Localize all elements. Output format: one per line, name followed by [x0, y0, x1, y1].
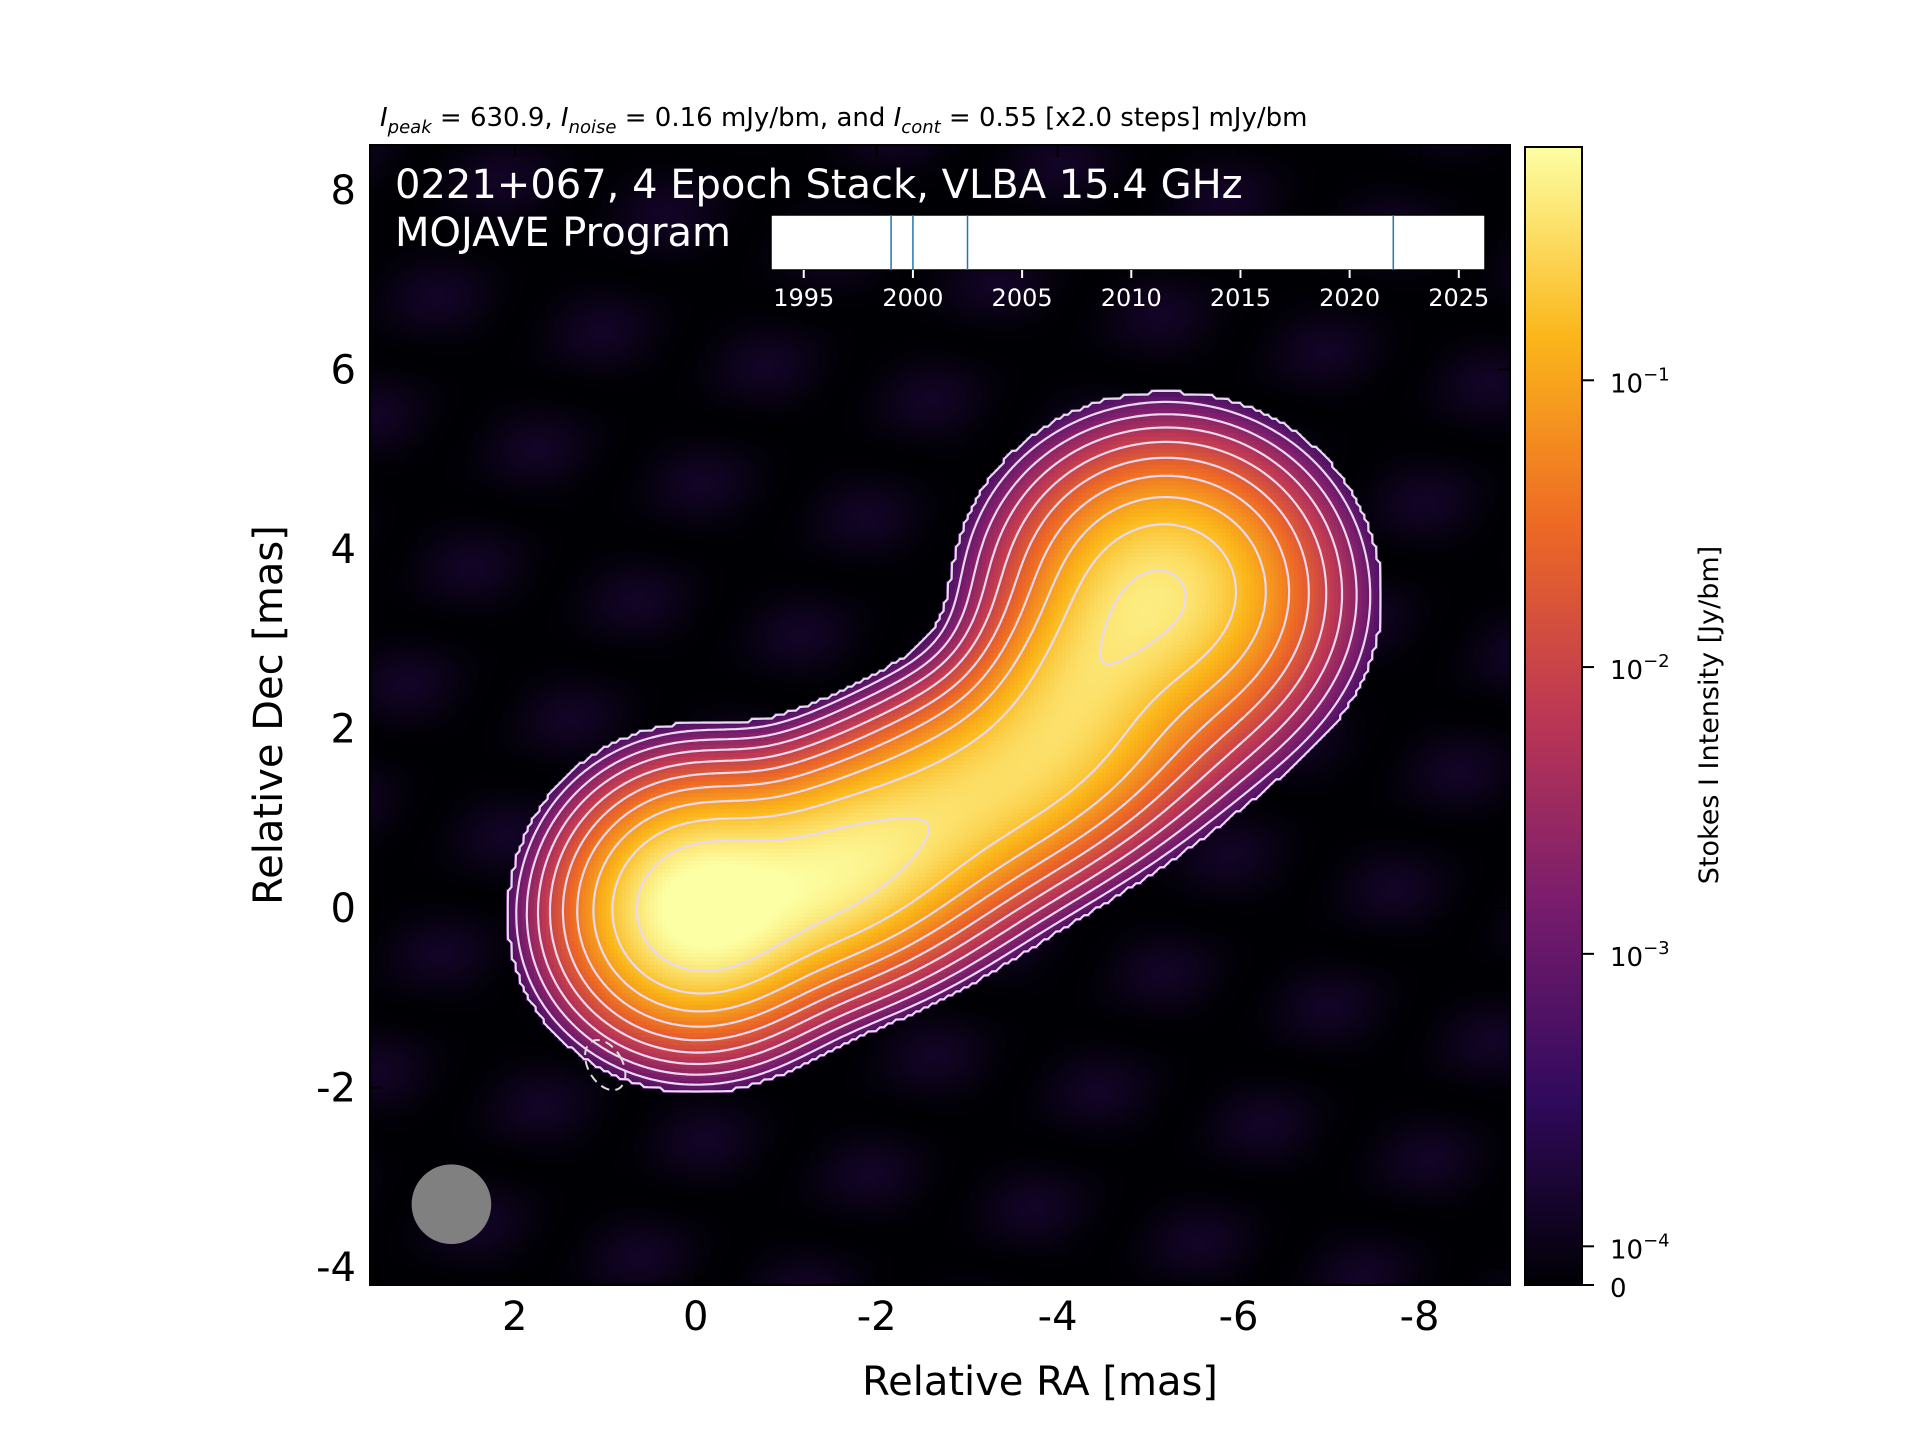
x-axis: 2 0 -2 -4 -6 -8	[502, 145, 1439, 1340]
contour-level-9	[635, 569, 1187, 973]
colorbar-tick-label: 10−2	[1610, 651, 1670, 686]
contour-level-5	[561, 456, 1310, 1042]
y-tick-label: -2	[316, 1066, 356, 1112]
y-tick-label: 4	[331, 527, 356, 573]
contour-set	[506, 389, 1382, 1093]
colorbar-tick-label: 10−1	[1610, 364, 1670, 399]
negative-contour	[584, 1039, 627, 1092]
y-axis-label: Relative Dec [mas]	[246, 525, 292, 905]
x-tick-label: -6	[1219, 1294, 1259, 1340]
epoch-tick-label: 2025	[1428, 284, 1489, 312]
epoch-inset: 1995 2000 2005 2010 2015 2020 2025	[770, 214, 1489, 312]
contour-level-1	[515, 400, 1372, 1086]
contour-level-2	[525, 413, 1358, 1076]
beam-ellipse	[411, 1164, 492, 1245]
contour-level-7	[592, 496, 1267, 1013]
y-tick-label: 0	[331, 886, 356, 932]
colorbar-label: Stokes I Intensity [Jy/bm]	[1694, 546, 1725, 884]
colorbar-ticks: 10−1 10−2 10−3 10−4 0	[1582, 364, 1670, 1304]
y-tick-label: -4	[316, 1245, 356, 1291]
y-axis: 8 6 4 2 0 -2 -4	[316, 168, 1510, 1291]
x-tick-label: -4	[1038, 1294, 1078, 1340]
epoch-tick-label: 2020	[1319, 284, 1380, 312]
epoch-inset-frame	[770, 214, 1486, 271]
x-axis-label: Relative RA [mas]	[862, 1359, 1218, 1405]
colorbar-gradient	[1524, 146, 1583, 1286]
x-tick-label: 0	[683, 1294, 708, 1340]
header-stats: Ipeak = 630.9, Inoise = 0.16 mJy/bm, and…	[380, 103, 1307, 138]
epoch-markers	[890, 215, 1395, 270]
epoch-tick-label: 2010	[1101, 284, 1162, 312]
x-tick-label: -8	[1400, 1294, 1440, 1340]
colorbar-tick-label: 10−4	[1610, 1230, 1670, 1265]
contour-level-6	[576, 474, 1291, 1028]
x-tick-label: -2	[857, 1294, 897, 1340]
contour-level-8	[611, 523, 1237, 995]
image-panel: 0221+067, 4 Epoch Stack, VLBA 15.4 GHz M…	[369, 144, 1511, 1286]
colorbar-tick-label: 10−3	[1610, 938, 1670, 973]
x-tick-label: 2	[502, 1294, 527, 1340]
plot-title-line1: 0221+067, 4 Epoch Stack, VLBA 15.4 GHz	[395, 162, 1243, 208]
colorbar-tick-label: 0	[1610, 1274, 1627, 1304]
epoch-tick-label: 2000	[882, 284, 943, 312]
y-tick-label: 6	[331, 347, 356, 393]
epoch-tick-label: 1995	[773, 284, 834, 312]
plot-title-line2: MOJAVE Program	[395, 210, 731, 256]
epoch-inset-ticks: 1995 2000 2005 2010 2015 2020 2025	[773, 270, 1489, 312]
y-tick-label: 2	[331, 706, 356, 752]
contour-level-3	[536, 426, 1344, 1066]
epoch-tick-label: 2015	[1210, 284, 1271, 312]
plot-frame	[369, 144, 1511, 1286]
contour-level-4	[548, 440, 1328, 1054]
contour-level-0	[506, 389, 1382, 1093]
colorbar: 10−1 10−2 10−3 10−4 0 Stokes I Intensity [Jy…	[1524, 146, 1725, 1304]
y-tick-label: 8	[331, 168, 356, 214]
epoch-tick-label: 2005	[992, 284, 1053, 312]
